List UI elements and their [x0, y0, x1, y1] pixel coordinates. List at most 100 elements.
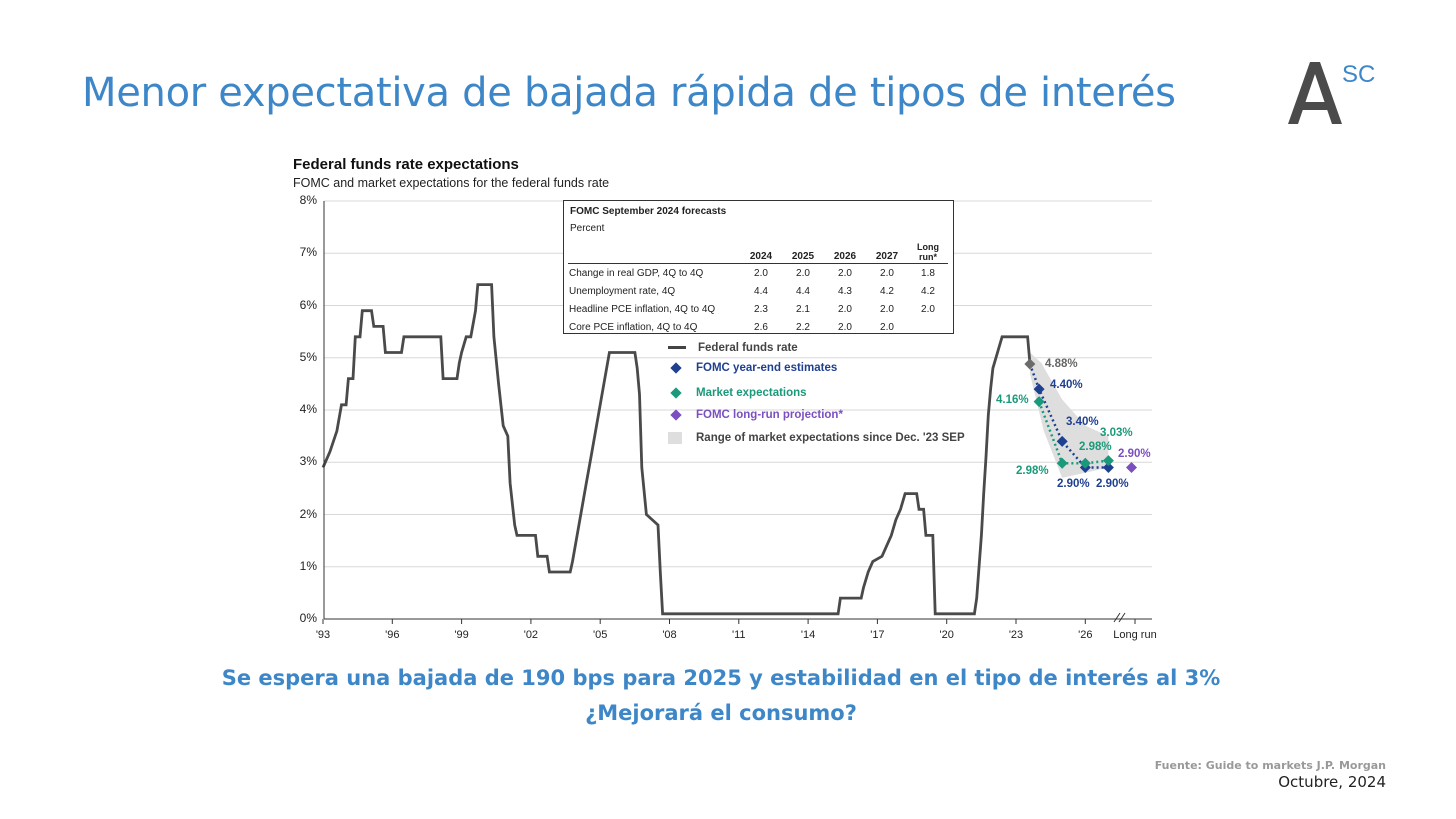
chart-title: Federal funds rate expectations — [293, 156, 519, 173]
legend-line-swatch — [668, 346, 686, 350]
fomc-table-subtitle: Percent — [570, 223, 605, 234]
diamond-icon — [670, 409, 682, 421]
slide-caption-line1: Se espera una bajada de 190 bps para 202… — [221, 666, 1221, 690]
legend-label: Market expectations — [696, 387, 807, 399]
fomc-col-header: 2025 — [782, 235, 824, 264]
fomc-estimate-marker — [1033, 383, 1045, 395]
table-cell: 2.3 — [754, 303, 768, 315]
fomc-estimate-marker — [1102, 461, 1114, 473]
y-tick-label: 5% — [299, 349, 317, 364]
data-label: 4.40% — [1050, 379, 1083, 391]
x-tick-label: '93 — [315, 629, 331, 641]
legend-item-fomc-estimates: FOMC year-end estimates — [668, 362, 837, 374]
data-label: 2.90% — [1118, 448, 1151, 460]
table-cell: 2.0 — [838, 267, 852, 279]
slide-title: Menor expectativa de bajada rápida de ti… — [82, 70, 1176, 116]
legend-range-swatch — [668, 432, 682, 444]
x-tick-label: '23 — [1008, 629, 1024, 641]
data-label: 3.40% — [1066, 416, 1099, 428]
table-row: Headline PCE inflation, 4Q to 4Q 2.3 2.1… — [568, 300, 948, 318]
data-label: 4.88% — [1045, 358, 1078, 370]
table-row: Core PCE inflation, 4Q to 4Q 2.6 2.2 2.0… — [568, 318, 948, 336]
x-tick-label: '99 — [454, 629, 469, 641]
data-label: 2.90% — [1057, 478, 1090, 490]
range-area — [1029, 352, 1109, 478]
table-cell: 4.2 — [880, 285, 894, 297]
table-row: Change in real GDP, 4Q to 4Q 2.0 2.0 2.0… — [568, 264, 948, 283]
fomc-table: 2024 2025 2026 2027 Long run* Change in … — [568, 235, 948, 336]
table-cell — [908, 318, 948, 336]
table-cell: 2.0 — [754, 267, 768, 279]
x-tick-label: '08 — [662, 629, 677, 641]
legend-item-range: Range of market expectations since Dec. … — [668, 432, 965, 444]
legend-item-fed-funds: Federal funds rate — [668, 342, 798, 354]
diamond-icon — [670, 387, 682, 399]
x-tick-label: '96 — [385, 629, 400, 641]
table-cell: 2.2 — [796, 321, 810, 333]
legend-item-market-expectations: Market expectations — [668, 387, 807, 399]
table-cell: 2.0 — [921, 303, 935, 315]
fomc-table-title: FOMC September 2024 forecasts — [570, 206, 727, 217]
table-row-label: Core PCE inflation, 4Q to 4Q — [569, 321, 698, 333]
long-run-marker — [1126, 461, 1137, 473]
market-expectation-marker — [1102, 455, 1114, 467]
table-cell: 1.8 — [921, 267, 935, 279]
y-tick-label: 7% — [299, 245, 317, 260]
data-label: 2.90% — [1096, 478, 1129, 490]
projection-line — [1028, 363, 1109, 469]
x-tick-label: '26 — [1078, 629, 1093, 641]
x-tick-label: '17 — [870, 629, 885, 641]
market-expectation-marker — [1056, 457, 1068, 469]
table-cell: 2.0 — [880, 267, 894, 279]
fomc-col-header: Long run* — [908, 235, 948, 264]
table-row-label: Unemployment rate, 4Q — [569, 285, 676, 297]
fomc-forecast-table: FOMC September 2024 forecasts Percent 20… — [563, 200, 954, 334]
y-tick-label: 3% — [299, 454, 317, 469]
table-cell: 2.0 — [838, 321, 852, 333]
logo-text: SC — [1342, 61, 1375, 88]
table-cell: 4.2 — [921, 285, 935, 297]
slide-caption-line2: ¿Mejorará el consumo? — [585, 701, 857, 725]
fed-funds-line — [321, 283, 1032, 616]
fomc-col-header: 2024 — [740, 235, 782, 264]
data-label: 2.98% — [1016, 465, 1049, 477]
y-tick-label: 4% — [299, 402, 317, 416]
fomc-estimate-marker — [1056, 435, 1068, 447]
table-cell: 2.0 — [796, 267, 810, 279]
data-label: 2.98% — [1079, 441, 1112, 453]
table-cell: 4.4 — [796, 285, 810, 297]
fomc-col-header: 2026 — [824, 235, 866, 264]
chart-subtitle: FOMC and market expectations for the fed… — [293, 176, 610, 190]
source-note: Fuente: Guide to markets J.P. Morgan — [1154, 759, 1386, 772]
legend-label: FOMC long-run projection* — [696, 409, 843, 421]
company-logo: SC — [1286, 58, 1376, 128]
y-tick-label: 1% — [299, 558, 317, 573]
market-expectation-marker — [1079, 457, 1091, 469]
table-row-label: Headline PCE inflation, 4Q to 4Q — [569, 303, 716, 315]
x-tick-label: '05 — [593, 629, 608, 641]
table-cell: 4.3 — [838, 285, 852, 297]
table-cell: 2.6 — [754, 321, 768, 333]
table-row: Unemployment rate, 4Q 4.4 4.4 4.3 4.2 4.… — [568, 282, 948, 300]
legend-label: Federal funds rate — [698, 342, 798, 354]
x-tick-label: '11 — [732, 629, 746, 641]
y-tick-label: 6% — [299, 297, 317, 312]
table-cell: 2.0 — [880, 303, 894, 315]
slide-date: Octubre, 2024 — [1278, 773, 1386, 791]
x-tick-label: '02 — [523, 629, 539, 641]
table-cell: 2.0 — [838, 303, 852, 315]
fomc-estimate-marker — [1024, 358, 1036, 370]
axis-break-mark — [1118, 612, 1126, 623]
table-cell: 2.0 — [880, 321, 894, 333]
x-tick-label: '14 — [800, 629, 816, 641]
legend-label: Range of market expectations since Dec. … — [696, 432, 965, 445]
axis-break-mark — [1113, 612, 1121, 623]
data-label: 3.03% — [1100, 427, 1133, 439]
diamond-icon — [670, 362, 682, 374]
x-tick-label: '20 — [939, 629, 954, 641]
y-tick-label: 0% — [299, 611, 317, 625]
y-tick-label: 8% — [299, 193, 317, 207]
legend-label: FOMC year-end estimates — [696, 362, 838, 374]
x-tick-label: Long run — [1113, 629, 1157, 641]
